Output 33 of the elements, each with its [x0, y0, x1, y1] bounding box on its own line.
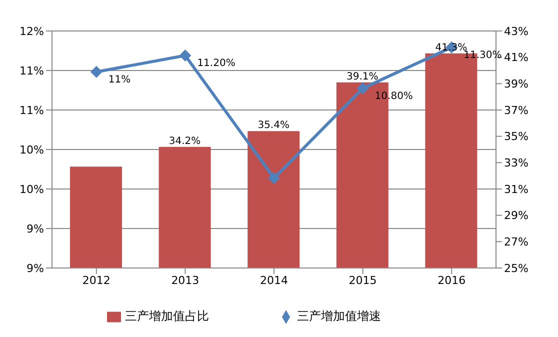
y2-tick-label: 27%: [504, 236, 528, 249]
x-tick-label: 2014: [260, 274, 288, 287]
y2-tick-label: 25%: [504, 262, 528, 275]
data-label: 34.2%: [168, 136, 201, 147]
y-tick-label: 9%: [26, 222, 44, 236]
y-tick-label: 11%: [20, 64, 44, 78]
y2-tick-label: 41%: [504, 51, 528, 64]
point: [179, 50, 192, 62]
data-label: 11%: [108, 74, 131, 86]
data-label: 11.20%: [197, 58, 236, 70]
legend-label: 三产增加值占比: [125, 309, 209, 323]
y-tick-label: 9%: [26, 262, 44, 275]
data-label: 39.1%: [346, 71, 378, 82]
legend-label: 三产增加值增速: [297, 309, 381, 323]
point: [356, 82, 369, 94]
y-tick-label: 12%: [20, 24, 44, 38]
x-tick-label: 2015: [348, 274, 377, 287]
point: [268, 172, 280, 184]
y2-tick-label: 31%: [504, 182, 528, 196]
x-tick-label: 2012: [82, 274, 110, 287]
y-tick-label: 11%: [20, 104, 44, 117]
y2-tick-label: 43%: [504, 24, 528, 38]
x-tick-label: 2016: [438, 274, 466, 287]
y2-tick-label: 39%: [504, 78, 528, 91]
x-tick-label: 2013: [171, 274, 200, 287]
y-tick-label: 10%: [20, 182, 44, 196]
y2-tick-label: 37%: [504, 104, 528, 117]
y2-tick-label: 33%: [504, 156, 528, 170]
data-label: 35.4%: [258, 120, 290, 132]
y2-tick-label: 29%: [504, 209, 528, 222]
y-tick-label: 10%: [20, 143, 44, 156]
y2-tick-label: 35%: [504, 130, 528, 144]
point: [90, 66, 102, 78]
